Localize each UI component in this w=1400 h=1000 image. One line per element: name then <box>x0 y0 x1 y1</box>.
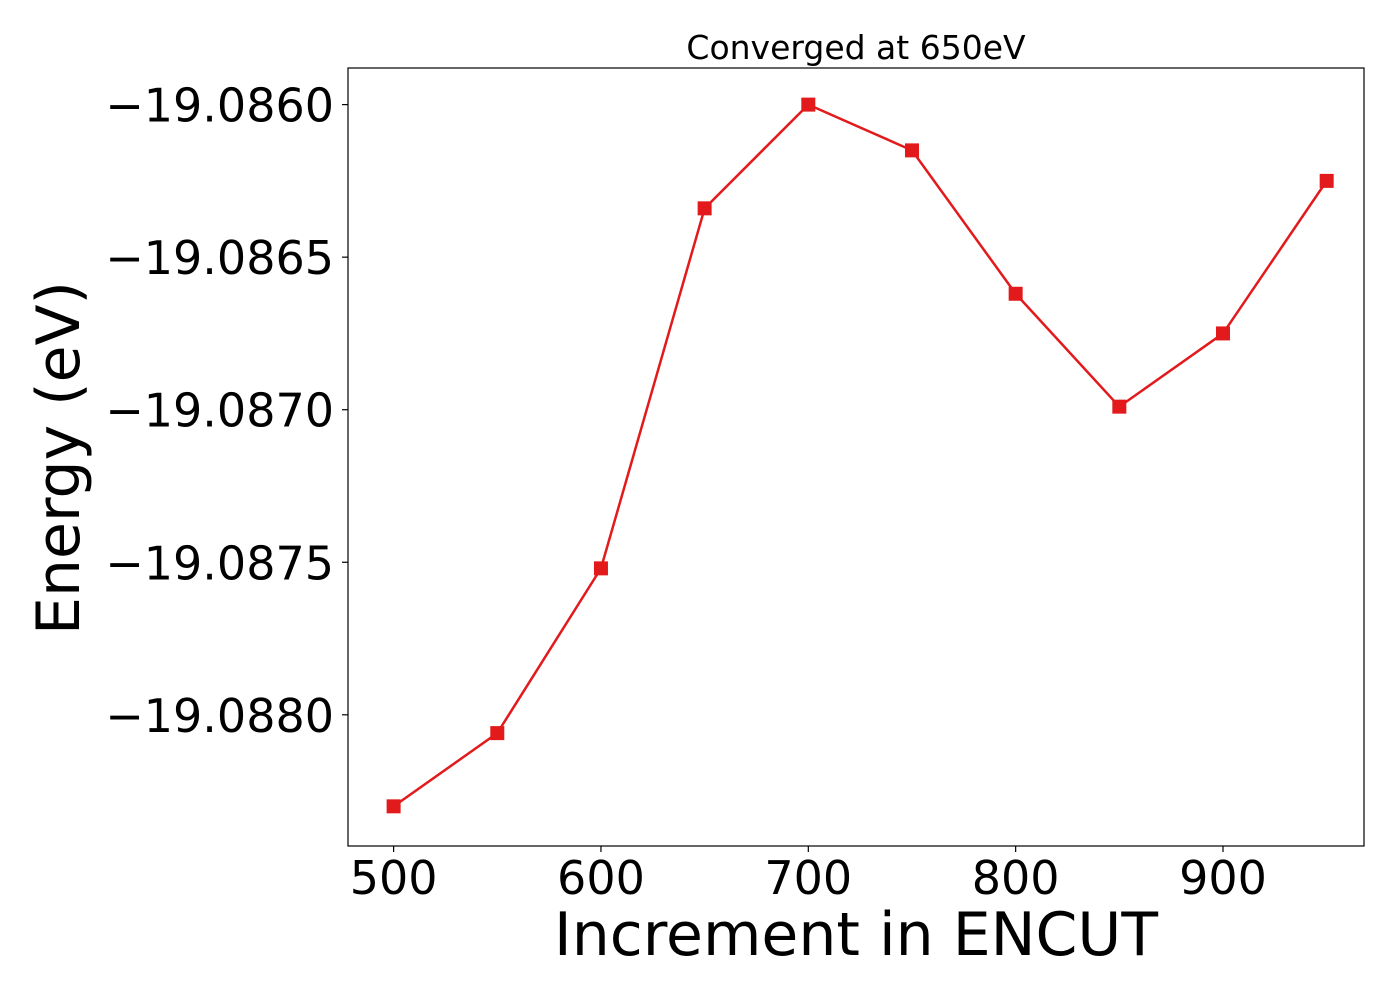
y-tick-label: −19.0870 <box>105 384 334 438</box>
data-point-marker <box>904 143 919 158</box>
data-point-marker <box>801 97 816 112</box>
y-tick-label: −19.0880 <box>105 689 334 743</box>
y-tick-label: −19.0875 <box>105 536 334 590</box>
x-tick-label: 600 <box>557 851 645 905</box>
plot-area: 500 600 700 800 900 −19.0860 −19.0865 −19.0870 −… <box>105 67 1365 905</box>
y-tick-label: −19.0860 <box>105 79 334 133</box>
plot-frame <box>347 67 1365 847</box>
data-point-marker <box>1216 326 1231 341</box>
data-point-marker <box>490 726 505 741</box>
chart-title: Converged at 650eV <box>686 28 1026 67</box>
data-point-marker <box>1319 173 1334 188</box>
x-tick-label: 800 <box>972 851 1060 905</box>
data-point-marker <box>1112 399 1127 414</box>
y-axis-label: Energy (eV) <box>24 281 94 635</box>
x-tick-label: 700 <box>764 851 852 905</box>
x-axis-label: Increment in ENCUT <box>554 900 1158 970</box>
y-tick-label: −19.0865 <box>105 231 334 285</box>
series-line <box>392 103 1328 808</box>
data-point-marker <box>1008 286 1023 301</box>
x-tick-label: 500 <box>350 851 438 905</box>
x-tick-label: 900 <box>1179 851 1267 905</box>
data-point-marker <box>697 201 712 216</box>
data-point-marker <box>386 799 401 814</box>
data-point-marker <box>593 561 608 576</box>
